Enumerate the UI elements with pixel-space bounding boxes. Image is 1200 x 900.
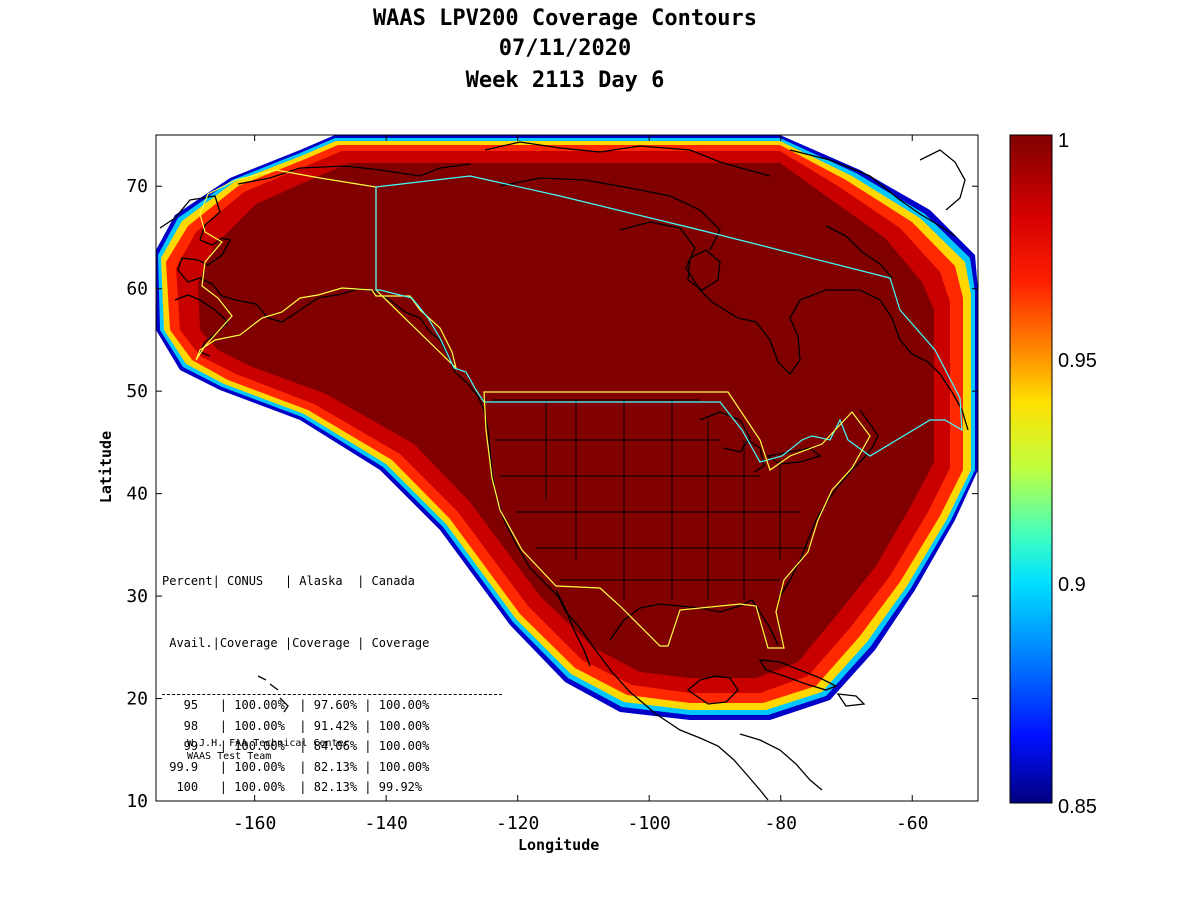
service-area-conus [483, 391, 871, 649]
stats-rows: 95 | 100.00% | 97.60% | 100.00% 98 | 100… [162, 694, 502, 798]
stats-cell-conus: 100.00% | [234, 739, 314, 753]
plot-frame [155, 134, 979, 802]
colorbar-label-095: 0.95 [1058, 350, 1097, 372]
stats-header-conus-coverage: Coverage [219, 635, 278, 650]
stats-header-row-1: Percent| CONUS | Alaska | Canada [162, 574, 415, 588]
stats-row: 95 | 100.00% | 97.60% | 100.00% [162, 695, 502, 716]
stats-header-conus: CONUS [227, 574, 264, 588]
stats-header-percent: Percent [162, 574, 213, 588]
stats-cell-alaska: 82.13% | [313, 780, 379, 794]
stats-cell-alaska: 97.60% | [313, 698, 379, 712]
stats-cell-alaska: 84.06% | [313, 739, 379, 753]
x-tick-label: -120 [496, 813, 539, 834]
credit-line-2: WAAS Test Team [187, 751, 272, 762]
stats-header-row-2: Avail.|Coverage |Coverage | Coverage [169, 635, 430, 650]
x-tick-label: -60 [896, 813, 929, 834]
credit-line-1: W.J.H. FAA Technical Center [187, 738, 350, 749]
y-tick-label: 40 [126, 484, 148, 505]
y-axis-ticks: 10 20 30 40 50 60 70 [126, 176, 978, 812]
chart-week-day: Week 2113 Day 6 [465, 68, 665, 93]
stats-cell-conus: 100.00% | [234, 780, 314, 794]
stats-header-avail: Avail. [169, 635, 213, 650]
y-tick-label: 10 [126, 791, 148, 812]
stats-cell-pct: 100 | [162, 780, 235, 794]
y-tick-label: 60 [126, 279, 148, 300]
stats-cell-pct: 98 | [162, 718, 235, 733]
colorbar-label-09: 0.9 [1058, 574, 1086, 596]
x-tick-label: -100 [628, 813, 671, 834]
stats-cell-canada: 100.00% [378, 739, 430, 753]
stats-cell-conus: 100.00% | [234, 698, 314, 712]
stats-cell-alaska: 82.13% | [313, 759, 379, 774]
x-axis-title: Longitude [518, 836, 600, 854]
stats-row: 100 | 100.00% | 82.13% | 99.92% [162, 777, 502, 798]
coverage-contours [156, 135, 978, 720]
service-area-canada [375, 175, 963, 463]
stats-row: 99.9 | 100.00% | 82.13% | 100.00% [162, 757, 502, 778]
chart-title: WAAS LPV200 Coverage Contours [372, 6, 758, 31]
x-tick-label: -140 [364, 813, 407, 834]
stats-cell-alaska: 91.42% | [313, 718, 379, 733]
stats-row: 98 | 100.00% | 91.42% | 100.00% [162, 716, 502, 737]
stats-cell-pct: 99 | [162, 739, 235, 753]
x-tick-label: -160 [233, 813, 276, 834]
stats-cell-canada: 100.00% [378, 698, 430, 712]
stats-header-alaska-coverage: Coverage [292, 635, 350, 650]
stats-header-canada: Canada [371, 574, 415, 588]
coastlines [159, 141, 969, 801]
y-tick-label: 20 [126, 689, 148, 710]
stats-cell-canada: 100.00% [378, 718, 430, 733]
stats-cell-canada: 100.00% [378, 759, 430, 774]
coverage-stats-table: Percent| CONUS | Alaska | Canada Avail.|… [162, 530, 502, 818]
chart-date: 07/11/2020 [498, 36, 632, 61]
y-tick-label: 70 [126, 176, 148, 197]
service-area-alaska [195, 169, 458, 370]
stats-header-canada-coverage: Coverage [371, 635, 430, 650]
stats-cell-conus: 100.00% | [234, 759, 314, 774]
y-tick-label: 50 [126, 381, 148, 402]
colorbar-label-085: 0.85 [1058, 796, 1097, 818]
coverage-full-region [198, 163, 934, 678]
x-axis-ticks: -160 -140 -120 -100 -80 -60 [233, 135, 929, 834]
x-tick-label: -80 [764, 813, 797, 834]
service-areas [195, 169, 963, 649]
stats-cell-pct: 95 | [162, 698, 235, 712]
y-tick-label: 30 [126, 586, 148, 607]
stats-header-alaska: Alaska [299, 574, 343, 588]
colorbar [1009, 134, 1053, 804]
stats-cell-canada: 99.92% [378, 780, 423, 794]
colorbar-label-1: 1 [1058, 130, 1070, 152]
us-state-borders [492, 399, 810, 600]
stats-cell-conus: 100.00% | [234, 718, 314, 733]
y-axis-title: Latitude [97, 430, 115, 504]
stats-cell-pct: 99.9 | [162, 759, 235, 774]
stats-row: 99 | 100.00% | 84.06% | 100.00% [162, 736, 502, 757]
